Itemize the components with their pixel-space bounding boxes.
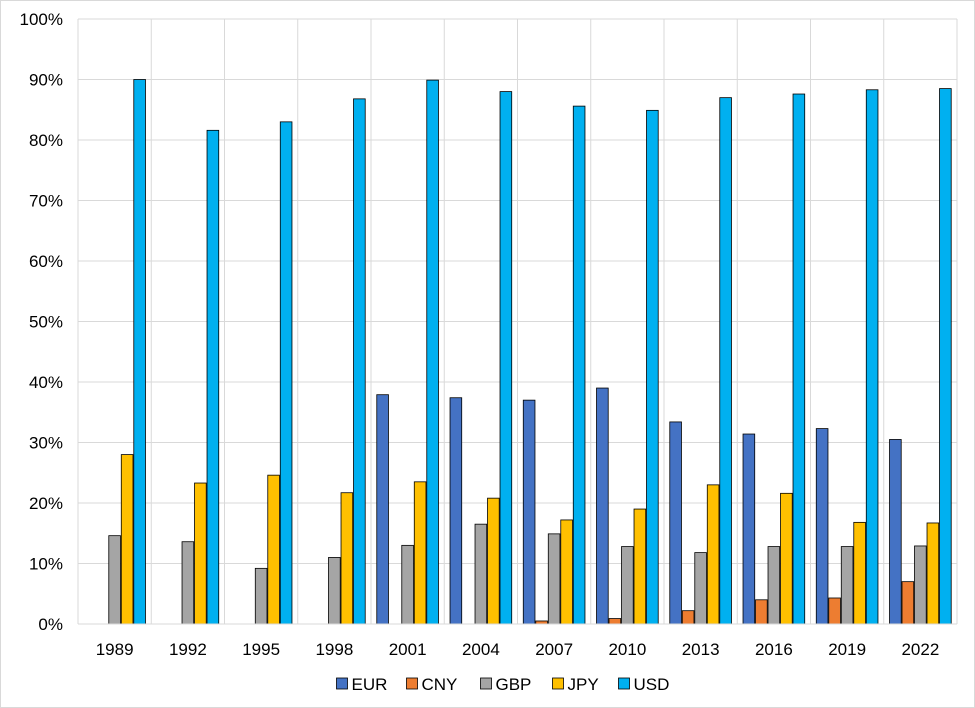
bar-eur-2019 (815, 428, 829, 625)
bar-jpy-2013 (706, 484, 720, 625)
legend-swatch-gbp (480, 677, 492, 690)
bar-jpy-2004 (487, 497, 500, 625)
x-tick-label: 2001 (389, 640, 427, 659)
bar-gbp-2022 (914, 545, 927, 625)
legend-label-eur: EUR (352, 675, 388, 694)
x-tick-label: 2010 (608, 640, 646, 659)
x-tick-label: 2013 (682, 640, 720, 659)
legend-item-jpy: JPY (552, 675, 599, 694)
bar-eur-2016 (742, 433, 756, 625)
bar-usd-2013 (719, 97, 732, 625)
x-tick-label: 1995 (242, 640, 280, 659)
bar-eur-2001 (376, 394, 389, 625)
x-tick-label: 2007 (535, 640, 573, 659)
bar-cny-2016 (755, 599, 768, 625)
y-tick-label: 0% (38, 615, 63, 634)
x-tick-label: 2016 (755, 640, 793, 659)
bar-gbp-1998 (328, 557, 341, 625)
legend-item-usd: USD (618, 675, 670, 694)
bar-jpy-2022 (926, 522, 940, 625)
bar-eur-2007 (522, 399, 536, 625)
x-tick-label: 2019 (828, 640, 866, 659)
bar-usd-2001 (426, 79, 439, 625)
bar-jpy-2019 (853, 521, 866, 625)
legend: EUR CNY GBP JPY USD (336, 675, 670, 694)
bar-usd-2007 (572, 105, 586, 625)
y-tick-label: 80% (29, 131, 63, 150)
bar-gbp-2019 (840, 546, 854, 625)
x-tick-label: 2022 (901, 640, 939, 659)
legend-label-usd: USD (634, 675, 670, 694)
bar-gbp-2013 (694, 552, 707, 625)
bars (108, 79, 952, 625)
bar-usd-1992 (206, 129, 220, 625)
bar-cny-2010 (608, 618, 622, 625)
bar-eur-2010 (596, 387, 609, 625)
bar-gbp-1989 (108, 535, 121, 625)
bar-cny-2019 (828, 597, 841, 625)
y-tick-label: 50% (29, 313, 63, 332)
bar-jpy-1995 (267, 474, 280, 625)
bar-gbp-2007 (547, 533, 561, 625)
bar-usd-1995 (279, 121, 293, 625)
x-tick-label: 1992 (169, 640, 207, 659)
bar-usd-2016 (792, 93, 806, 625)
bar-gbp-2004 (474, 523, 488, 625)
legend-swatch-jpy (552, 677, 564, 690)
y-tick-labels: 0% 10% 20% 30% 40% 50% 60% 70% 80% 90% 100% (20, 10, 63, 634)
bar-jpy-2001 (413, 481, 427, 625)
bar-gbp-2016 (767, 546, 781, 625)
bar-eur-2022 (889, 439, 902, 625)
bar-gbp-1995 (254, 567, 268, 625)
bar-usd-2010 (646, 109, 659, 625)
bar-gbp-2010 (621, 546, 634, 625)
legend-swatch-usd (618, 677, 630, 690)
bar-gbp-2001 (401, 544, 414, 625)
bar-cny-2022 (901, 581, 915, 625)
x-tick-label: 1989 (96, 640, 134, 659)
y-tick-label: 60% (29, 252, 63, 271)
legend-item-cny: CNY (406, 675, 458, 694)
axes (77, 19, 957, 625)
bar-jpy-2010 (633, 508, 647, 625)
legend-label-gbp: GBP (496, 675, 532, 694)
x-tick-labels: 1989 1992 1995 1998 2001 2004 2007 2010 2013 2016… (96, 640, 940, 659)
y-tick-label: 70% (29, 192, 63, 211)
legend-item-gbp: GBP (480, 675, 532, 694)
y-tick-label: 10% (29, 555, 63, 574)
bar-jpy-2007 (560, 519, 573, 625)
bar-usd-1998 (353, 98, 366, 625)
y-tick-label: 40% (29, 373, 63, 392)
bar-eur-2013 (669, 421, 682, 625)
bar-usd-1989 (133, 79, 146, 625)
bar-eur-2004 (449, 397, 463, 625)
y-tick-label: 100% (20, 10, 63, 29)
y-tick-label: 90% (29, 71, 63, 90)
y-tick-label: 30% (29, 434, 63, 453)
legend-label-jpy: JPY (568, 675, 599, 694)
legend-swatch-cny (406, 677, 418, 690)
y-tick-label: 20% (29, 494, 63, 513)
bar-gbp-1992 (181, 541, 195, 625)
legend-item-eur: EUR (336, 675, 388, 694)
bar-jpy-2016 (780, 492, 793, 625)
bar-usd-2004 (499, 91, 513, 625)
bar-usd-2019 (865, 89, 879, 625)
legend-label-cny: CNY (422, 675, 458, 694)
bar-jpy-1998 (340, 492, 354, 625)
x-tick-label: 1998 (315, 640, 353, 659)
legend-swatch-eur (336, 677, 348, 690)
bar-cny-2013 (681, 610, 695, 625)
x-tick-label: 2004 (462, 640, 500, 659)
bar-jpy-1992 (194, 482, 207, 625)
bar-jpy-1989 (120, 454, 134, 625)
gridlines (78, 18, 958, 624)
bar-usd-2022 (939, 88, 952, 625)
